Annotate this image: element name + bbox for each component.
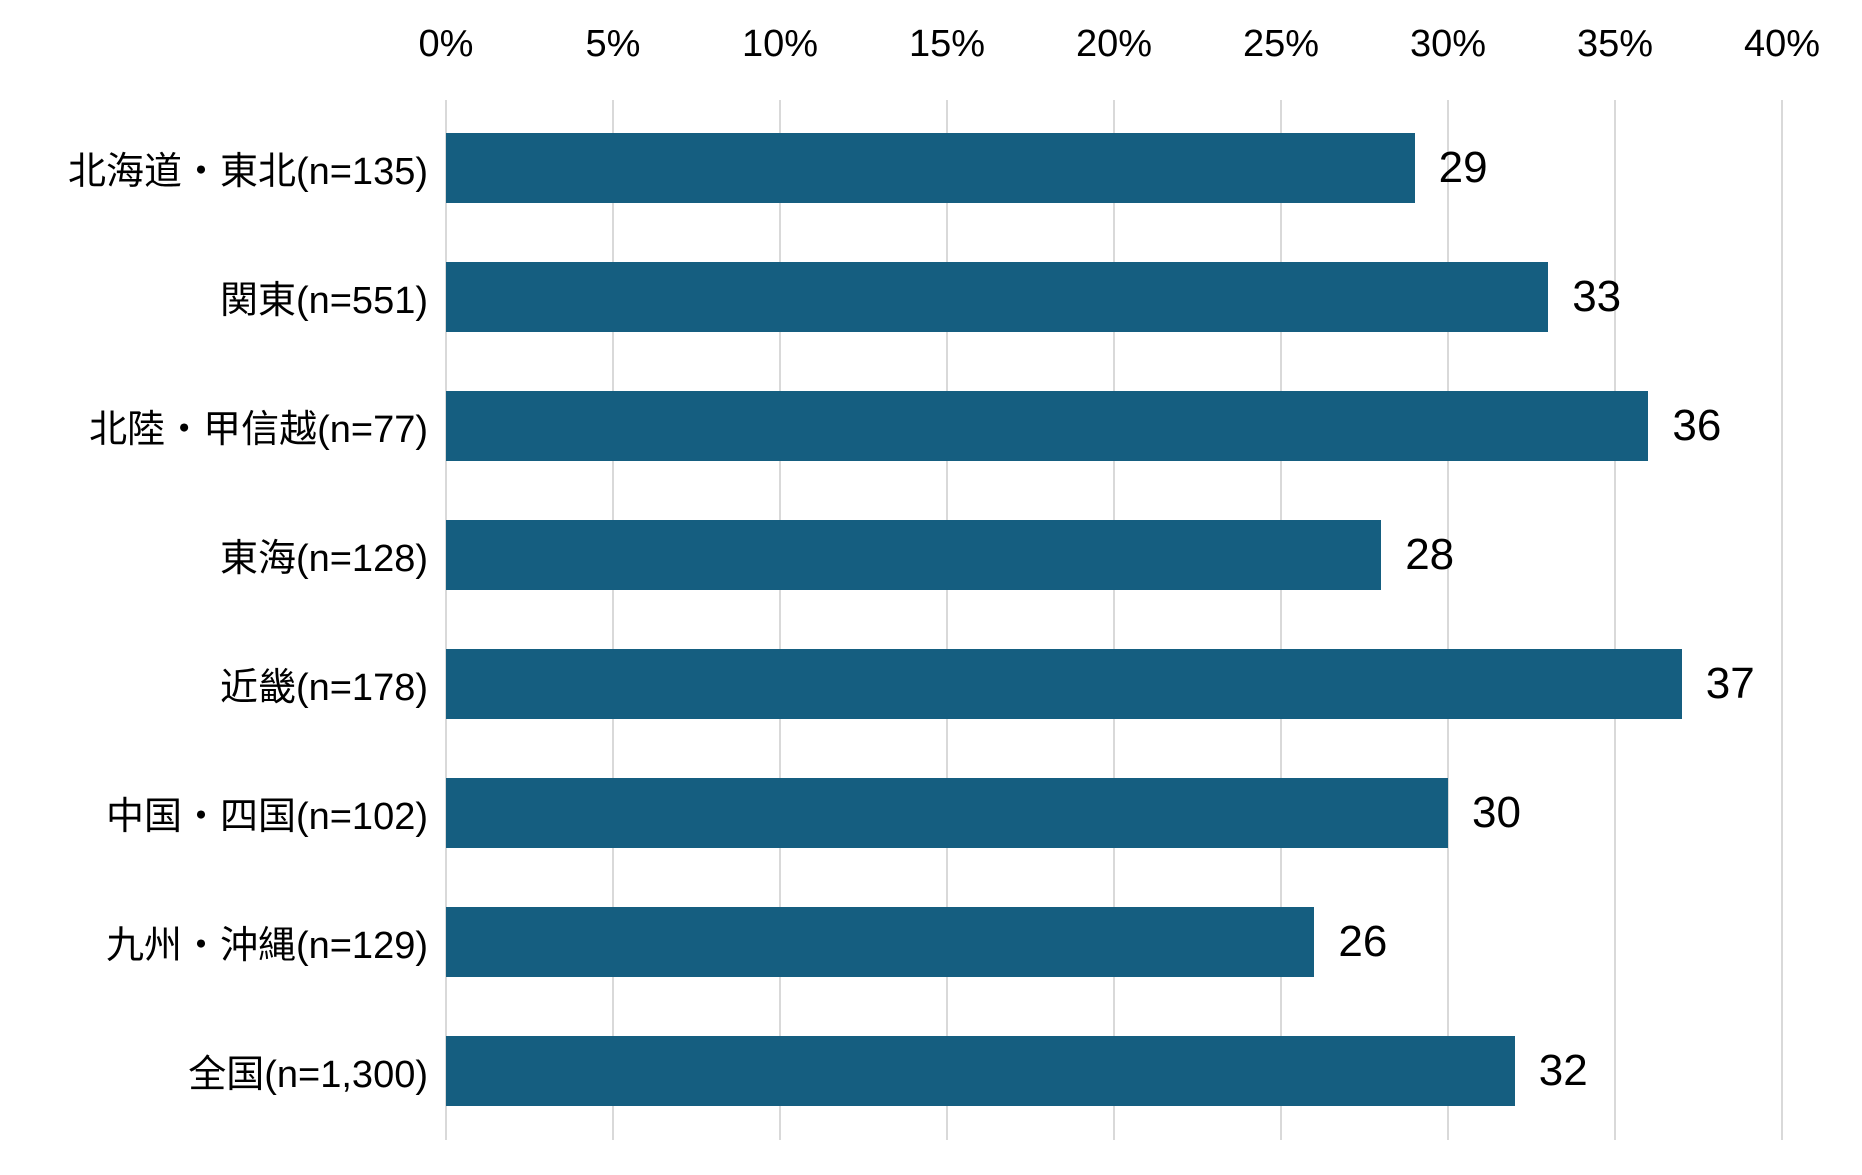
bar-row: 東海(n=128) 28 bbox=[0, 490, 1862, 619]
gridline bbox=[1447, 100, 1449, 1140]
gridline bbox=[612, 100, 614, 1140]
bar-track: 29 bbox=[446, 132, 1782, 203]
gridline bbox=[1280, 100, 1282, 1140]
category-label: 九州・沖縄(n=129) bbox=[105, 925, 428, 967]
bar bbox=[446, 261, 1549, 332]
bar-track: 36 bbox=[446, 390, 1782, 461]
x-axis-tick-label: 15% bbox=[908, 23, 986, 65]
bar bbox=[446, 519, 1382, 590]
bar-row: 全国(n=1,300) 32 bbox=[0, 1006, 1862, 1135]
bar-track: 28 bbox=[446, 519, 1782, 590]
category-label: 中国・四国(n=102) bbox=[105, 796, 428, 838]
x-axis-tick-label: 0% bbox=[418, 23, 474, 65]
bar-row: 北陸・甲信越(n=77) 36 bbox=[0, 361, 1862, 490]
category-label: 全国(n=1,300) bbox=[188, 1054, 428, 1096]
x-axis-tick-label: 40% bbox=[1743, 23, 1821, 65]
gridline bbox=[1781, 100, 1783, 1140]
gridline bbox=[1614, 100, 1616, 1140]
bar-value-label: 29 bbox=[1438, 142, 1488, 192]
bar-row: 関東(n=551) 33 bbox=[0, 232, 1862, 361]
x-axis-tick-label: 30% bbox=[1409, 23, 1487, 65]
gridline bbox=[1113, 100, 1115, 1140]
bar-track: 37 bbox=[446, 648, 1782, 719]
category-label: 北海道・東北(n=135) bbox=[67, 151, 428, 193]
bar-track: 26 bbox=[446, 906, 1782, 977]
x-axis-tick-label: 35% bbox=[1576, 23, 1654, 65]
bar-value-label: 37 bbox=[1705, 658, 1755, 708]
bar-value-label: 33 bbox=[1572, 271, 1622, 321]
bar-row: 北海道・東北(n=135) 29 bbox=[0, 103, 1862, 232]
bar-track: 32 bbox=[446, 1035, 1782, 1106]
bar-rows: 北海道・東北(n=135) 29 関東(n=551) 33 北陸・甲信越(n=77) 36… bbox=[0, 103, 1862, 1135]
category-label: 北陸・甲信越(n=77) bbox=[89, 409, 428, 451]
bar-value-label: 36 bbox=[1672, 400, 1722, 450]
bar bbox=[446, 1035, 1515, 1106]
bar-value-label: 26 bbox=[1338, 916, 1388, 966]
bar-value-label: 30 bbox=[1472, 787, 1521, 837]
bar-row: 九州・沖縄(n=129) 26 bbox=[0, 877, 1862, 1006]
gridline bbox=[946, 100, 948, 1140]
category-label: 関東(n=551) bbox=[219, 280, 428, 322]
x-axis-tick-label: 20% bbox=[1075, 23, 1153, 65]
gridline bbox=[779, 100, 781, 1140]
bar-value-label: 32 bbox=[1538, 1045, 1588, 1095]
bar-row: 中国・四国(n=102) 30 bbox=[0, 748, 1862, 877]
bar bbox=[446, 648, 1682, 719]
bar-track: 30 bbox=[446, 777, 1782, 848]
category-label: 近畿(n=178) bbox=[219, 667, 428, 709]
gridline bbox=[445, 100, 447, 1140]
bar bbox=[446, 390, 1649, 461]
bar bbox=[446, 777, 1448, 848]
bar bbox=[446, 132, 1415, 203]
bar-row: 近畿(n=178) 37 bbox=[0, 619, 1862, 748]
x-axis-tick-label: 10% bbox=[741, 23, 819, 65]
x-axis-tick-label: 25% bbox=[1242, 23, 1320, 65]
category-label: 東海(n=128) bbox=[219, 538, 428, 580]
bar bbox=[446, 906, 1315, 977]
bar-track: 33 bbox=[446, 261, 1782, 332]
bar-value-label: 28 bbox=[1405, 529, 1455, 579]
x-axis-tick-label: 5% bbox=[585, 23, 641, 65]
